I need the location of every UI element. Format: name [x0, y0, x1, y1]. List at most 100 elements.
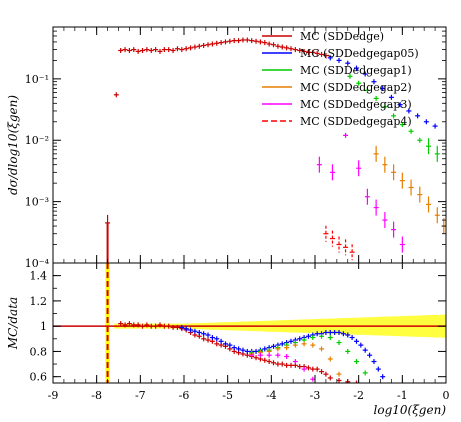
data-point: [417, 137, 423, 143]
legend-entry: MC (SDDedgegap05): [262, 47, 419, 60]
data-point: [310, 49, 316, 55]
data-point: [170, 47, 176, 53]
data-point: [364, 87, 370, 93]
data-point: [371, 359, 377, 365]
data-point: [380, 374, 386, 380]
data-point: [353, 359, 359, 365]
data-point: [314, 366, 320, 372]
data-point: [399, 236, 405, 253]
data-point: [373, 199, 379, 216]
ratio-y-tick-label: 1: [40, 320, 47, 333]
data-point: [426, 196, 432, 213]
data-point: [371, 79, 377, 85]
data-point: [336, 371, 342, 377]
data-point: [305, 49, 311, 55]
data-point: [144, 322, 150, 328]
data-point: [253, 355, 259, 361]
data-point: [253, 348, 259, 354]
data-point: [140, 323, 146, 329]
data-point: [201, 336, 207, 342]
data-point: [179, 47, 185, 53]
ratio-y-axis-title: MC/data: [6, 297, 20, 350]
data-point: [336, 236, 342, 253]
data-point: [319, 333, 325, 339]
data-point: [336, 329, 342, 335]
data-point: [275, 346, 281, 352]
data-point: [183, 326, 189, 332]
data-point: [408, 179, 414, 196]
data-point: [249, 352, 255, 358]
data-point: [382, 104, 388, 110]
uncertainty-band: [105, 263, 446, 383]
data-point: [205, 337, 211, 343]
data-point: [301, 48, 307, 54]
data-point: [340, 331, 346, 337]
data-point: [353, 338, 359, 344]
data-point: [153, 323, 159, 329]
data-point: [292, 342, 298, 348]
data-point: [271, 360, 277, 366]
main-y-tick-label: 10⁻³: [25, 196, 49, 209]
data-point: [373, 95, 379, 101]
data-point: [323, 371, 329, 377]
data-point: [192, 328, 198, 334]
x-tick-label: -1: [397, 389, 408, 402]
data-point: [279, 341, 285, 347]
data-point: [292, 359, 298, 365]
data-point: [122, 322, 128, 328]
data-point: [305, 365, 311, 371]
data-point: [364, 188, 370, 205]
data-point: [362, 370, 368, 376]
legend-label: MC (SDDedge): [300, 30, 384, 43]
data-point: [188, 327, 194, 333]
data-point: [310, 376, 316, 382]
data-point: [196, 43, 202, 49]
data-point: [353, 380, 359, 383]
data-point: [244, 37, 250, 43]
data-point: [310, 335, 316, 341]
legend-label: MC (SDDedgegap1): [300, 64, 412, 77]
data-point: [336, 377, 342, 383]
data-point: [240, 347, 246, 353]
data-point: [227, 342, 233, 348]
data-point: [262, 346, 268, 352]
data-point: [423, 119, 429, 125]
data-point: [356, 160, 362, 177]
data-point: [319, 346, 325, 352]
data-point: [257, 39, 263, 45]
main-panel-frame: [52, 26, 447, 264]
main-y-tick-label: 10⁻⁴: [25, 257, 50, 270]
data-point: [382, 212, 388, 229]
data-point: [417, 186, 423, 203]
data-point: [236, 38, 242, 44]
data-point: [323, 53, 329, 59]
data-point: [284, 362, 290, 368]
data-point: [144, 47, 150, 53]
data-point: [327, 55, 333, 61]
data-point: [362, 71, 368, 77]
data-point: [135, 322, 141, 328]
x-tick-label: -7: [135, 389, 146, 402]
data-point: [135, 48, 141, 54]
data-point: [323, 329, 329, 335]
data-point: [284, 345, 290, 351]
data-point: [131, 322, 137, 328]
data-point: [292, 47, 298, 53]
data-point: [214, 341, 220, 347]
data-point: [240, 37, 246, 43]
data-point: [434, 145, 440, 162]
data-point: [157, 322, 163, 328]
x-axis-title: log10(ξgen): [374, 403, 447, 417]
legend-entry: MC (SDDedge): [262, 30, 384, 43]
data-point: [297, 364, 303, 370]
data-point: [253, 38, 259, 44]
data-point: [266, 41, 272, 47]
data-point: [201, 331, 207, 337]
data-point: [284, 353, 290, 359]
data-point: [406, 108, 412, 114]
legend-label: MC (SDDedgegap2): [300, 81, 412, 94]
data-point: [345, 348, 351, 354]
data-point: [362, 347, 368, 353]
data-point: [327, 356, 333, 362]
